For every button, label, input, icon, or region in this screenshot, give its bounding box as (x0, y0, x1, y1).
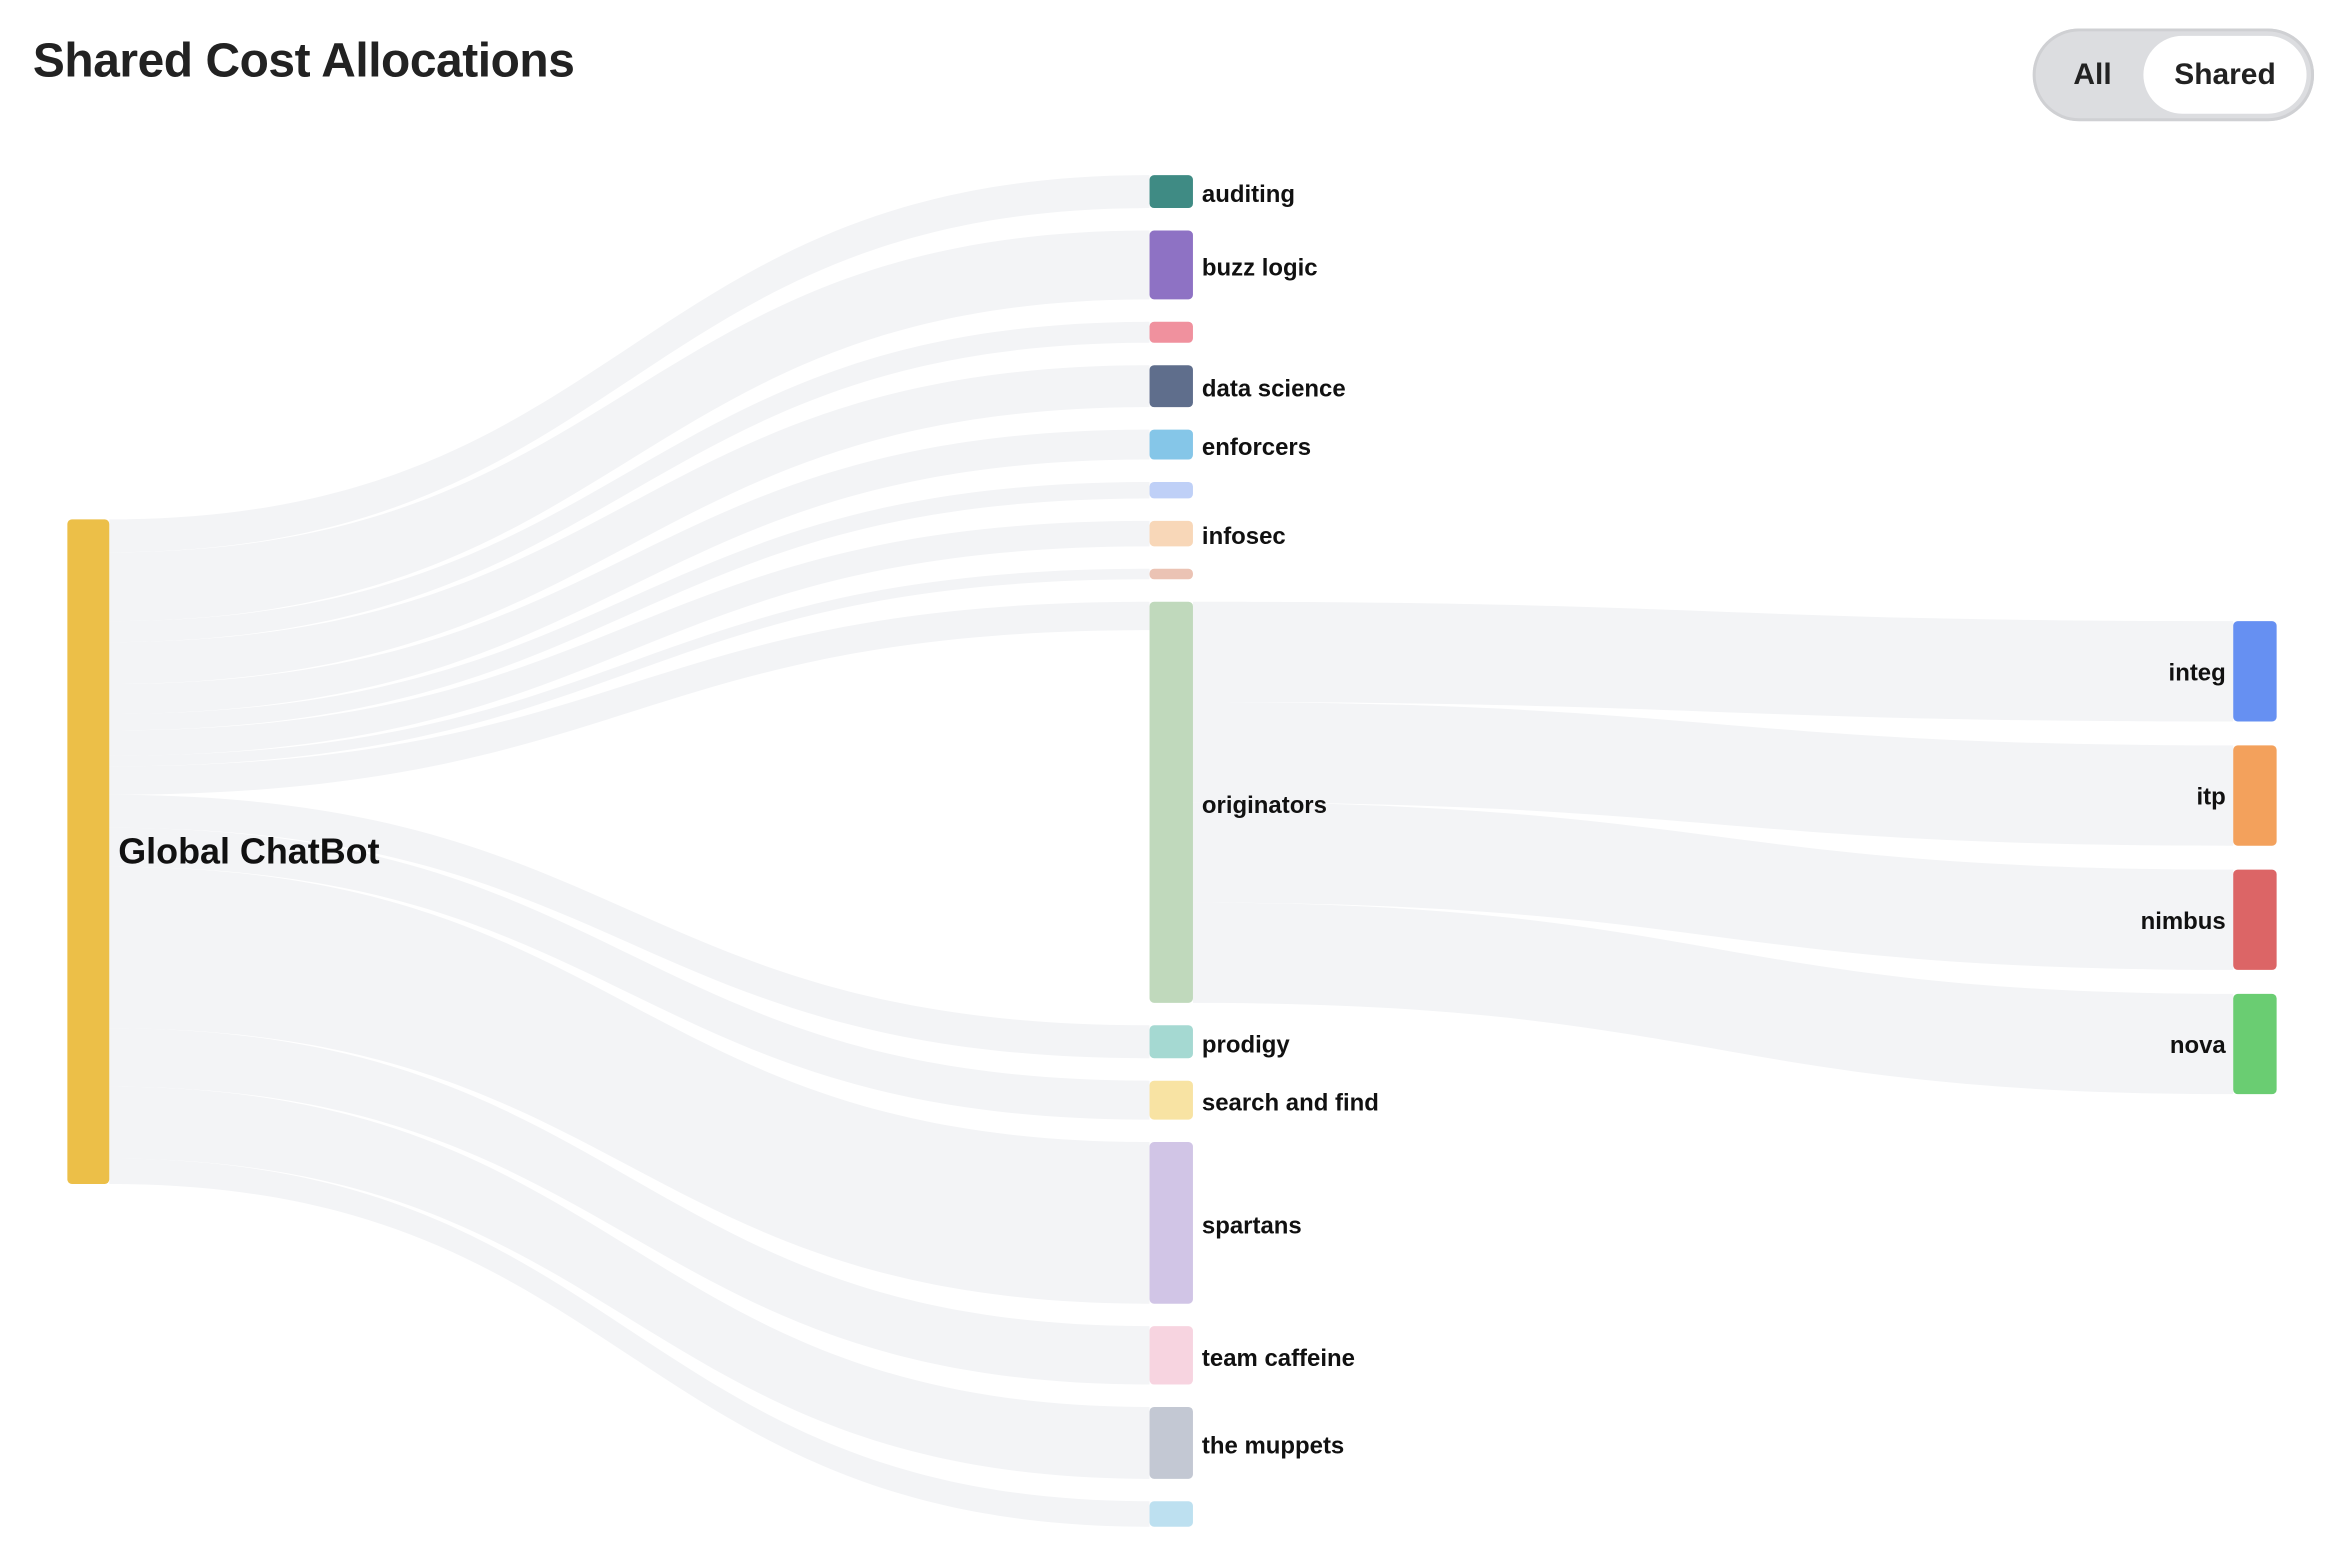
node-datasci[interactable] (1149, 365, 1193, 408)
node-label-auditing: auditing (1202, 181, 1295, 208)
node-label-infosec: infosec (1202, 523, 1286, 550)
link-global-datasci[interactable] (109, 365, 1150, 685)
node-label-buzz: buzz logic (1202, 254, 1318, 281)
node-global[interactable] (67, 519, 110, 1184)
node-infosec[interactable] (1149, 520, 1193, 547)
link-global-infosec[interactable] (109, 520, 1150, 756)
link-global-muppets[interactable] (109, 1086, 1150, 1479)
node-nova[interactable] (2233, 993, 2277, 1095)
link-global-auditing[interactable] (109, 175, 1150, 553)
links (109, 175, 2234, 1527)
page-title: Shared Cost Allocations (32, 32, 575, 87)
node-n_lblue[interactable] (1149, 481, 1193, 499)
node-integ[interactable] (2233, 621, 2277, 722)
node-label-datasci: data science (1202, 376, 1346, 403)
link-global-n_salmon[interactable] (109, 568, 1150, 767)
node-muppets[interactable] (1149, 1406, 1193, 1479)
toggle-shared-option[interactable]: Shared (2143, 35, 2307, 114)
node-label-prodigy: prodigy (1202, 1031, 1290, 1058)
link-global-enforcers[interactable] (109, 429, 1150, 714)
node-search[interactable] (1149, 1080, 1193, 1120)
node-label-nova: nova (2170, 1032, 2227, 1059)
link-global-originators[interactable] (109, 601, 1150, 795)
node-caffeine[interactable] (1149, 1326, 1193, 1385)
node-n_salmon[interactable] (1149, 568, 1193, 580)
view-toggle[interactable]: All Shared (2032, 28, 2315, 122)
node-prodigy[interactable] (1149, 1025, 1193, 1059)
node-nimbus[interactable] (2233, 869, 2277, 970)
node-label-nimbus: nimbus (2141, 908, 2226, 935)
node-n_pink[interactable] (1149, 321, 1193, 343)
link-global-caffeine[interactable] (109, 1028, 1150, 1385)
node-label-enforcers: enforcers (1202, 434, 1311, 461)
link-global-search[interactable] (109, 827, 1150, 1120)
node-buzz[interactable] (1149, 230, 1193, 300)
node-label-muppets: the muppets (1202, 1432, 1344, 1459)
link-originators-itp[interactable] (1192, 701, 2234, 846)
link-global-n_sky[interactable] (109, 1158, 1150, 1527)
link-global-buzz[interactable] (109, 230, 1150, 622)
node-itp[interactable] (2233, 745, 2277, 846)
link-global-prodigy[interactable] (109, 794, 1150, 1059)
node-label-spartans: spartans (1202, 1212, 1302, 1239)
link-originators-integ[interactable] (1192, 601, 2234, 722)
node-label-global: Global ChatBot (118, 831, 379, 872)
link-global-spartans[interactable] (109, 866, 1150, 1304)
link-originators-nimbus[interactable] (1192, 802, 2234, 970)
node-originators[interactable] (1149, 601, 1193, 1003)
link-global-n_pink[interactable] (109, 321, 1150, 643)
node-label-search: search and find (1202, 1090, 1379, 1117)
node-label-itp: itp (2196, 784, 2225, 811)
nodes: Global ChatBot auditing buzz logic data sci… (67, 175, 2277, 1527)
node-label-integ: integ (2169, 659, 2226, 686)
node-enforcers[interactable] (1149, 429, 1193, 460)
node-spartans[interactable] (1149, 1142, 1193, 1304)
link-originators-nova[interactable] (1192, 902, 2234, 1095)
link-global-n_lblue[interactable] (109, 481, 1150, 731)
node-label-caffeine: team caffeine (1202, 1345, 1355, 1372)
toggle-all-option[interactable]: All (2073, 58, 2112, 92)
node-auditing[interactable] (1149, 175, 1193, 209)
node-label-originators: originators (1202, 792, 1327, 819)
node-n_sky[interactable] (1149, 1501, 1193, 1527)
